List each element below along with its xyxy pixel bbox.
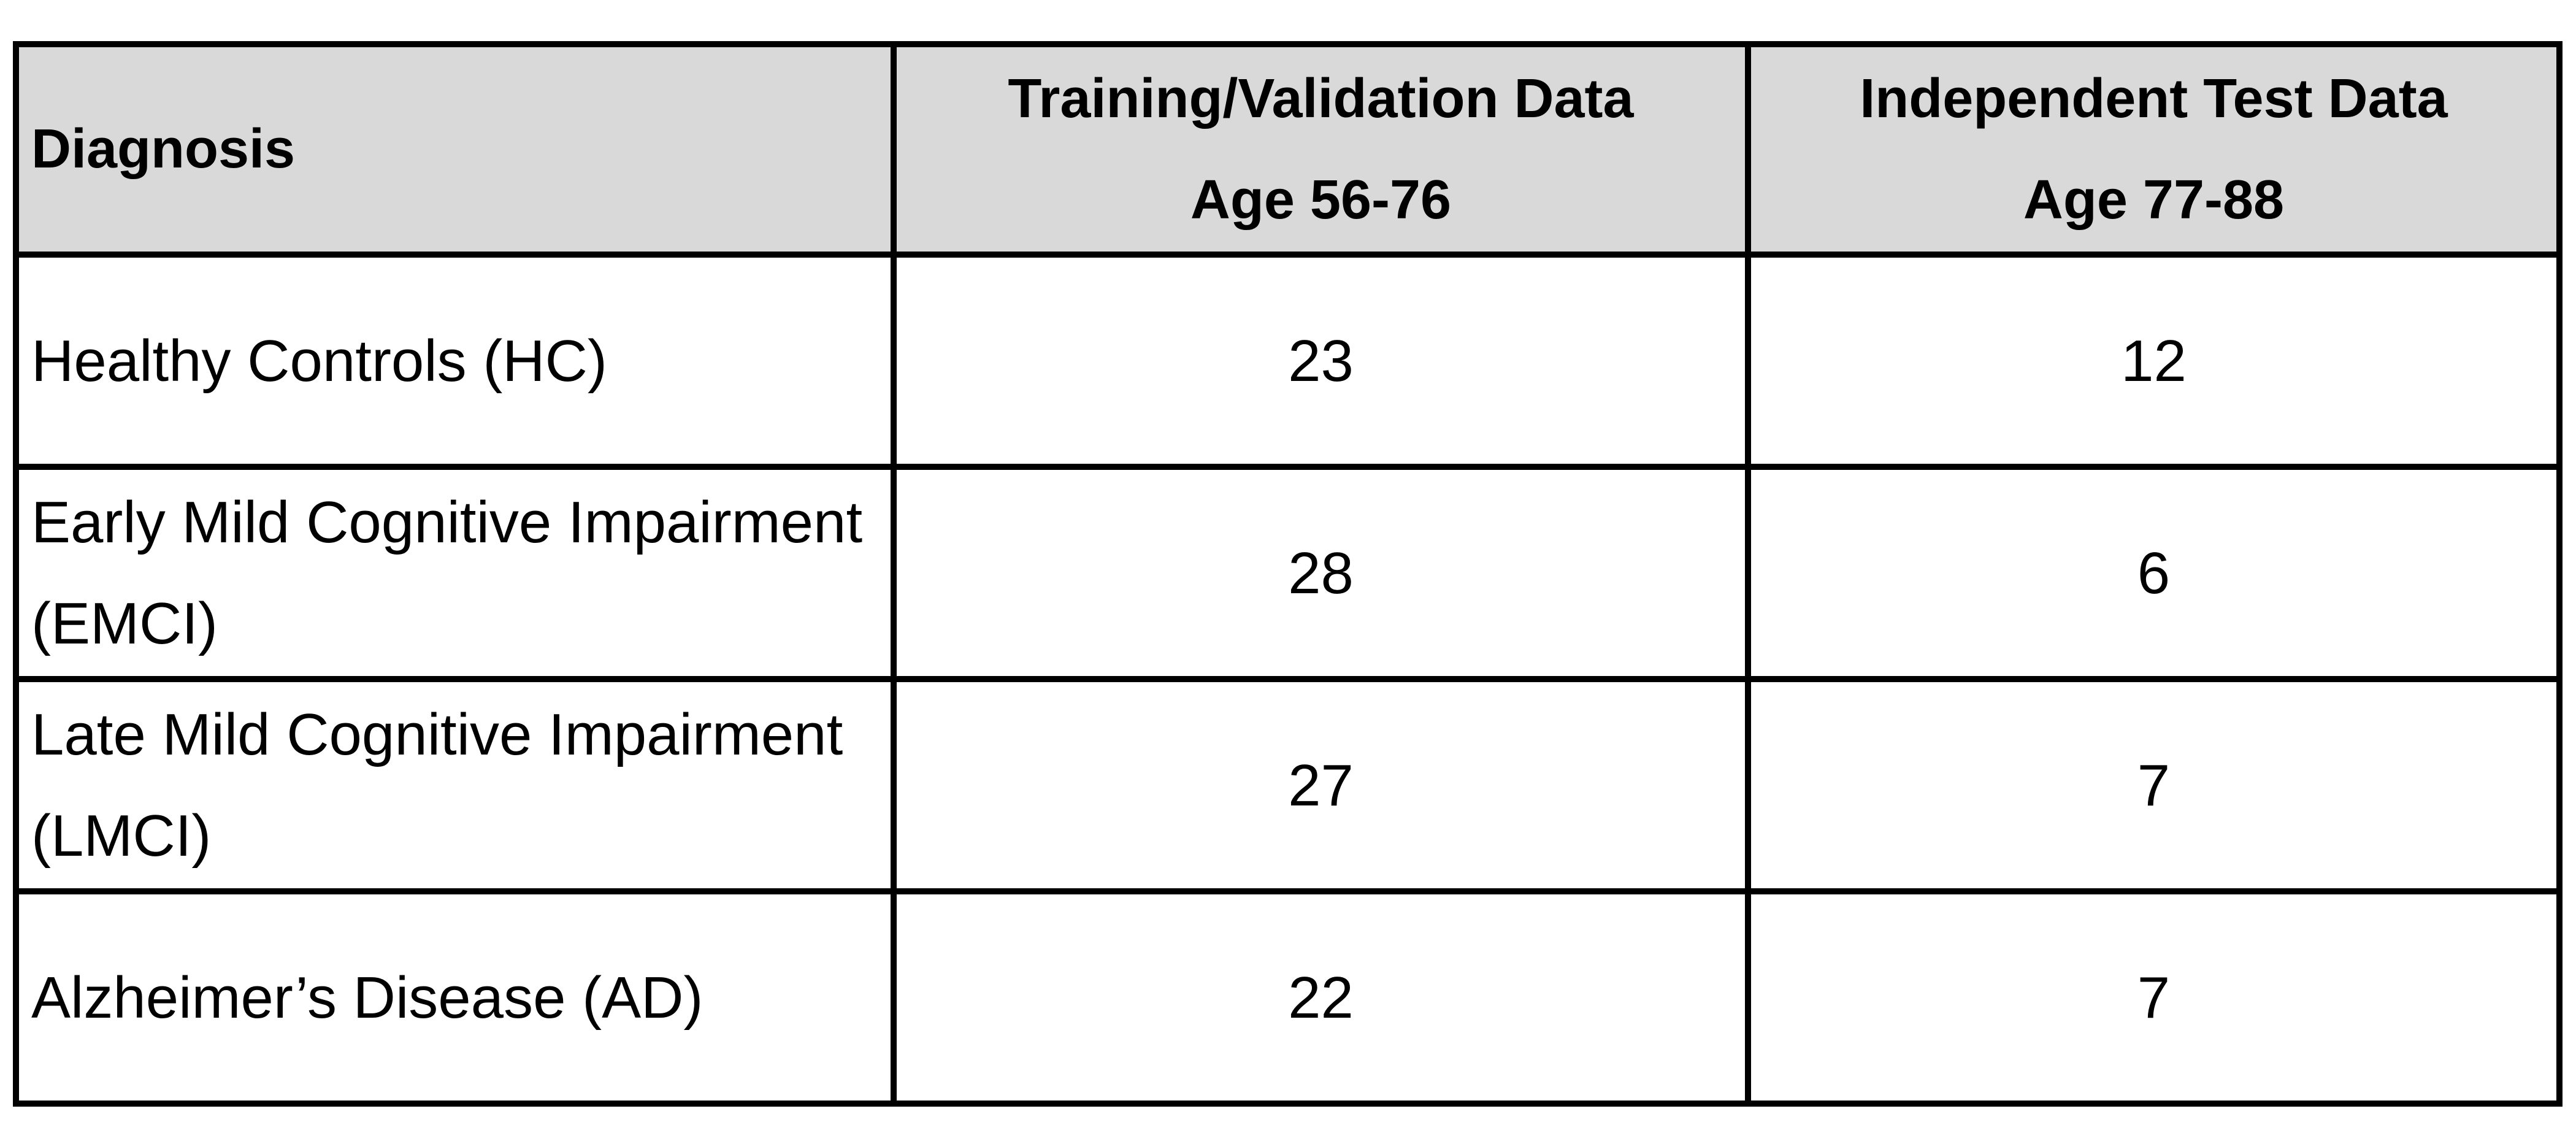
- header-text: Diagnosis: [31, 118, 296, 180]
- cell-text: Alzheimer’s Disease (AD): [31, 964, 703, 1031]
- table-row: Early Mild Cognitive Impairment (EMCI) 28…: [13, 464, 2563, 682]
- row-label: Alzheimer’s Disease (AD): [13, 888, 897, 1107]
- cell-text: 12: [2121, 328, 2187, 394]
- cell-value: 12: [1745, 252, 2563, 470]
- header-row: Diagnosis Training/Validation Data Age 56-…: [13, 41, 2563, 258]
- header-cell: Training/Validation Data Age 56-76: [891, 41, 1751, 258]
- cell-text: 27: [1288, 752, 1354, 818]
- header-text: Age 56-76: [1190, 169, 1452, 231]
- header-text: Independent Test Data: [1860, 67, 2448, 129]
- cell-text: 22: [1288, 964, 1354, 1031]
- cell-value: 27: [891, 676, 1751, 894]
- row-label: Late Mild Cognitive Impairment (LMCI): [13, 676, 897, 894]
- cell-value: 6: [1745, 464, 2563, 682]
- table-row: Healthy Controls (HC) 23 12: [13, 252, 2563, 470]
- header-cell: Independent Test Data Age 77-88: [1745, 41, 2563, 258]
- cell-value: 23: [891, 252, 1751, 470]
- data-table: Diagnosis Training/Validation Data Age 56-…: [13, 41, 2563, 1107]
- cell-value: 28: [891, 464, 1751, 682]
- table-body: Healthy Controls (HC) 23 12 Early Mild Cogn…: [13, 252, 2563, 1107]
- cell-value: 22: [891, 888, 1751, 1107]
- row-label: Healthy Controls (HC): [13, 252, 897, 470]
- row-label: Early Mild Cognitive Impairment (EMCI): [13, 464, 897, 682]
- cell-value: 7: [1745, 676, 2563, 894]
- cell-text: 28: [1288, 540, 1354, 606]
- cell-text: 6: [2137, 540, 2171, 606]
- header-text: Age 77-88: [2023, 169, 2285, 231]
- cell-value: 7: [1745, 888, 2563, 1107]
- cell-text: Early Mild Cognitive Impairment (EMCI): [31, 490, 863, 656]
- cell-text: Healthy Controls (HC): [31, 328, 607, 394]
- cell-text: Late Mild Cognitive Impairment (LMCI): [31, 702, 843, 869]
- cell-text: 7: [2137, 752, 2171, 818]
- table-row: Late Mild Cognitive Impairment (LMCI) 27 7: [13, 676, 2563, 894]
- header-text: Training/Validation Data: [1008, 67, 1634, 129]
- cell-text: 7: [2137, 964, 2171, 1031]
- table-row: Alzheimer’s Disease (AD) 22 7: [13, 888, 2563, 1107]
- header-cell: Diagnosis: [13, 41, 897, 258]
- cell-text: 23: [1288, 328, 1354, 394]
